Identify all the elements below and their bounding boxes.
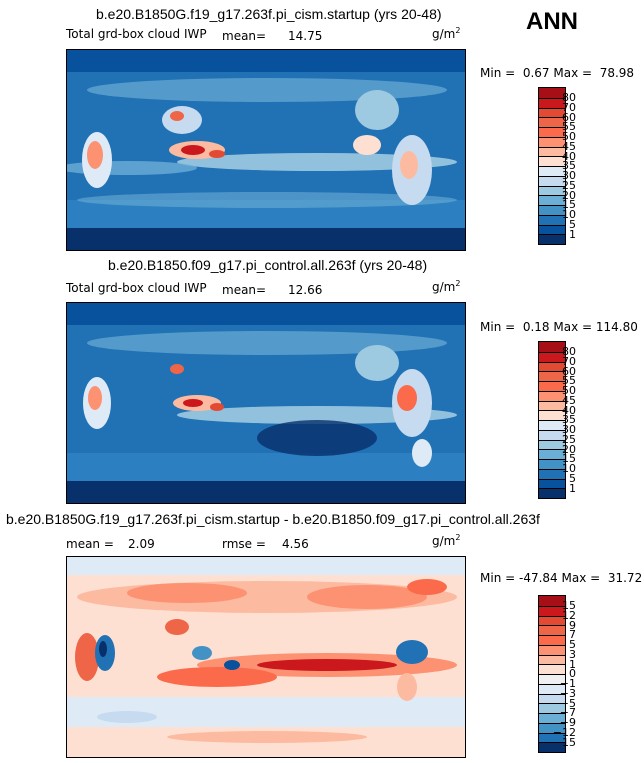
panel3-map xyxy=(66,556,466,758)
panel3-tick: 0 xyxy=(569,667,576,681)
panel1-tick: 40 xyxy=(562,149,576,163)
season-label: ANN xyxy=(526,8,578,35)
panel1-tick: 25 xyxy=(562,178,576,192)
panel3-tick: 1 xyxy=(569,657,576,671)
panel1-tick: 15 xyxy=(562,198,576,212)
panel1-max-label: Max = xyxy=(553,66,593,80)
panel3-max-label: Max = xyxy=(561,571,601,585)
panel3-rmse-value: 4.56 xyxy=(282,537,309,551)
panel1-colorbar xyxy=(538,87,566,245)
panel2-tick: 35 xyxy=(562,413,576,427)
panel3-tick: 5 xyxy=(569,638,576,651)
panel2-colorbar xyxy=(538,341,566,499)
panel1-tick: 50 xyxy=(562,130,576,143)
panel3-mean-value: 2.09 xyxy=(128,537,155,551)
panel1-variable: Total grd-box cloud IWP xyxy=(66,27,207,41)
panel2-minmax: Min = 0.18 Max = 114.80 xyxy=(480,320,638,334)
panel1-map xyxy=(66,49,466,251)
panel3-units: g/m2 xyxy=(432,533,461,548)
panel3-min-label: Min = xyxy=(480,571,516,585)
panel2-variable: Total grd-box cloud IWP xyxy=(66,281,207,295)
panel1-max-value: 78.98 xyxy=(599,66,635,80)
panel2-tick: 40 xyxy=(562,403,576,417)
panel1-tick: 45 xyxy=(562,139,576,153)
panel3-tick: 7 xyxy=(569,628,576,642)
panel1-mean-value: 14.75 xyxy=(288,29,323,43)
panel1-min-label: Min = xyxy=(480,66,516,80)
panel1-tick: 55 xyxy=(562,120,576,134)
panel3-minmax: Min = -47.84 Max = 31.72 xyxy=(480,571,642,585)
panel2-max-value: 114.80 xyxy=(595,320,638,334)
panel1-tick: 1 xyxy=(569,227,576,241)
panel1-tick: 30 xyxy=(562,169,576,182)
panel2-min-label: Min = xyxy=(480,320,516,334)
panel3-rmse-label: rmse = xyxy=(222,537,266,551)
panel3-tick: −5 xyxy=(559,696,576,710)
panel2-min-value: 0.18 xyxy=(522,320,550,334)
panel1-units: g/m2 xyxy=(432,26,461,41)
panel2-tick: 25 xyxy=(562,432,576,446)
panel2-tick: 30 xyxy=(562,423,576,436)
panel2-tick: 70 xyxy=(562,354,576,368)
panel1-title: b.e20.B1850G.f19_g17.263f.pi_cism.startu… xyxy=(96,6,442,22)
panel3-tick: 9 xyxy=(569,618,576,632)
panel1-minmax: Min = 0.67 Max = 78.98 xyxy=(480,66,634,80)
panel3-mean-label: mean = xyxy=(66,537,114,551)
panel2-tick: 1 xyxy=(569,481,576,495)
panel2-max-label: Max = xyxy=(553,320,593,334)
panel3-tick: −7 xyxy=(559,706,576,720)
panel2-tick: 20 xyxy=(562,442,576,456)
panel3-max-value: 31.72 xyxy=(607,571,643,585)
panel1-tick: 35 xyxy=(562,159,576,173)
panel3-tick: −12 xyxy=(552,725,576,739)
panel3-min-value: -47.84 xyxy=(519,571,558,585)
panel1-mean-label: mean= xyxy=(222,29,267,43)
panel3-tick: −3 xyxy=(559,686,576,700)
panel3-tick: −9 xyxy=(559,716,576,729)
panel2-mean-label: mean= xyxy=(222,283,267,297)
panel1-tick: 20 xyxy=(562,188,576,202)
panel1-tick: 5 xyxy=(569,217,576,231)
panel3-tick: −15 xyxy=(552,735,576,749)
panel2-tick: 15 xyxy=(562,452,576,466)
panel3-tick: −1 xyxy=(559,677,576,690)
panel2-tick: 5 xyxy=(569,471,576,485)
panel2-tick: 50 xyxy=(562,384,576,397)
panel1-tick: 60 xyxy=(562,110,576,124)
panel3-tick: 15 xyxy=(562,599,576,612)
panel2-units: g/m2 xyxy=(432,279,461,294)
panel2-map-field xyxy=(67,303,465,503)
panel3-map-field xyxy=(67,557,465,757)
panel3-tick: 12 xyxy=(562,608,576,622)
panel1-tick: 70 xyxy=(562,100,576,114)
panel2-map xyxy=(66,302,466,504)
panel2-tick: 10 xyxy=(562,462,576,475)
panel2-tick: 45 xyxy=(562,393,576,407)
panel1-tick: 80 xyxy=(562,91,576,104)
panel1-min-value: 0.67 xyxy=(522,66,550,80)
panel2-title: b.e20.B1850.f09_g17.pi_control.all.263f … xyxy=(108,257,428,273)
panel2-mean-value: 12.66 xyxy=(288,283,323,297)
panel2-tick: 60 xyxy=(562,364,576,378)
panel3-tick: 3 xyxy=(569,647,576,661)
panel2-tick: 55 xyxy=(562,374,576,388)
panel2-tick: 80 xyxy=(562,345,576,358)
panel3-title: b.e20.B1850G.f19_g17.263f.pi_cism.startu… xyxy=(6,511,540,527)
panel1-map-field xyxy=(67,50,465,250)
panel3-colorbar xyxy=(538,595,566,753)
panel1-tick: 10 xyxy=(562,208,576,221)
